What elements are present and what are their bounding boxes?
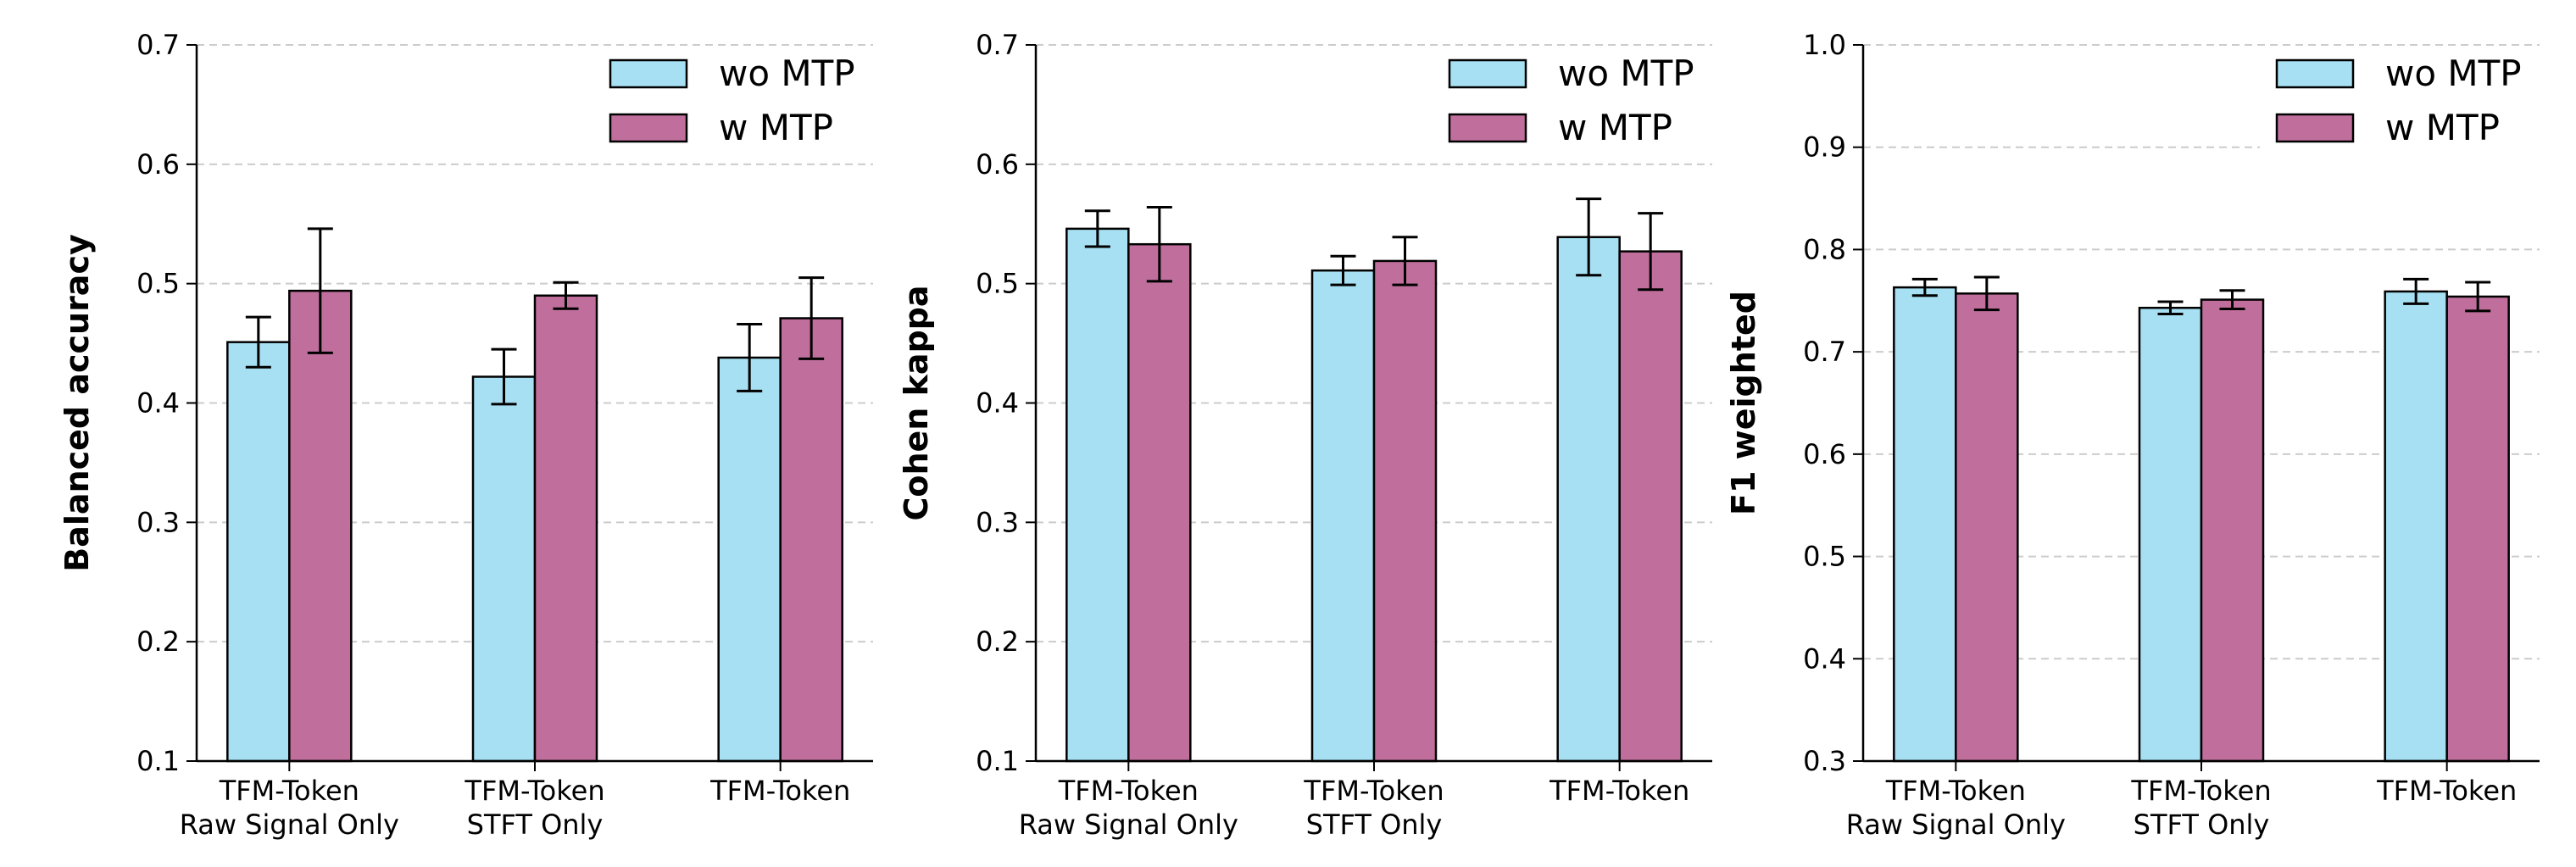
bar — [1618, 250, 1683, 763]
bar — [1955, 292, 2019, 763]
bar — [226, 341, 291, 763]
legend-swatch — [609, 58, 688, 89]
legend-swatch — [2275, 113, 2355, 143]
chart-panel-3: 0.3 0.4 0.5 0.6 0.7 0.8 0.9 1.0 F1 weighted TFM-T… — [1725, 29, 2540, 841]
legend-label: w MTP — [1558, 107, 1672, 148]
y-tick-label: 0.9 — [1803, 131, 1846, 164]
x-tick-label: Raw Signal Only — [1846, 809, 2066, 841]
bar — [2138, 306, 2203, 763]
x-tick-label: TFM-Token — [2376, 775, 2517, 807]
x-tick-label: TFM-Token — [1885, 775, 2026, 807]
x-tick-label: TFM-Token — [1549, 775, 1689, 807]
legend: wo MTP w MTP — [1433, 49, 1712, 159]
legend-swatch — [2275, 58, 2355, 89]
y-tick-label: 0.1 — [136, 745, 180, 777]
x-tick-label: TFM-Token — [219, 775, 359, 807]
y-tick-label: 0.5 — [1803, 541, 1846, 573]
bar — [2384, 290, 2448, 763]
bar — [779, 317, 843, 763]
bar — [1556, 236, 1621, 763]
legend-swatch — [1448, 58, 1527, 89]
bar — [471, 375, 537, 763]
y-tick-label: 0.4 — [1803, 642, 1846, 675]
bar — [1065, 227, 1130, 763]
x-tick-label: STFT Only — [467, 809, 604, 841]
x-tick-label: Raw Signal Only — [1019, 809, 1238, 841]
y-tick-label: 0.3 — [976, 506, 1019, 538]
legend: wo MTP w MTP — [593, 49, 873, 159]
y-tick-label: 0.6 — [976, 148, 1019, 181]
x-tick-label: STFT Only — [1306, 809, 1443, 841]
x-tick-label: Raw Signal Only — [180, 809, 399, 841]
y-tick-label: 0.2 — [976, 625, 1019, 658]
y-tick-label: 1.0 — [1803, 29, 1846, 61]
y-tick-label: 0.6 — [136, 148, 180, 181]
y-tick-label: 0.2 — [136, 625, 180, 658]
legend-label: wo MTP — [1558, 53, 1694, 94]
legend-label: w MTP — [2385, 107, 2500, 148]
y-tick-label: 0.7 — [976, 29, 1019, 61]
y-tick-label: 0.4 — [976, 387, 1019, 420]
y-tick-label: 0.1 — [976, 745, 1019, 777]
bar — [717, 356, 782, 763]
y-axis-title: F1 weighted — [1725, 291, 1762, 515]
x-tick-label: TFM-Token — [464, 775, 604, 807]
y-tick-label: 0.3 — [136, 506, 180, 538]
bar — [1310, 269, 1376, 763]
legend-swatch — [1448, 113, 1527, 143]
y-tick-label: 0.7 — [1803, 336, 1846, 368]
y-tick-label: 0.6 — [1803, 438, 1846, 470]
y-tick-label: 0.5 — [136, 268, 180, 300]
y-axis-title: Balanced accuracy — [58, 234, 96, 572]
y-tick-label: 0.3 — [1803, 745, 1846, 777]
legend-swatch — [609, 113, 688, 143]
bar — [1127, 242, 1192, 763]
y-tick-label: 0.7 — [136, 29, 180, 61]
legend: wo MTP w MTP — [2260, 49, 2540, 159]
chart-panel-1: 0.1 0.2 0.3 0.4 0.5 0.6 0.7 Balanced accuracy TF… — [58, 29, 873, 841]
bar — [2200, 298, 2265, 763]
x-tick-label: TFM-Token — [2130, 775, 2271, 807]
y-axis-title: Cohen kappa — [898, 285, 935, 520]
y-tick-label: 0.8 — [1803, 233, 1846, 265]
bar — [288, 289, 353, 763]
bar — [1893, 286, 1957, 763]
bar — [2445, 295, 2510, 763]
legend-label: w MTP — [719, 107, 833, 148]
y-tick-label: 0.4 — [136, 387, 180, 420]
x-tick-label: TFM-Token — [1058, 775, 1199, 807]
legend-label: wo MTP — [719, 53, 855, 94]
bar — [1372, 259, 1438, 763]
x-tick-label: TFM-Token — [709, 775, 850, 807]
bar — [533, 294, 598, 763]
x-tick-label: TFM-Token — [1303, 775, 1444, 807]
legend-label: wo MTP — [2385, 53, 2522, 94]
x-tick-label: STFT Only — [2134, 809, 2270, 841]
y-tick-label: 0.5 — [976, 268, 1019, 300]
chart-panel-2: 0.1 0.2 0.3 0.4 0.5 0.6 0.7 Cohen kappa TFM-Toke… — [898, 29, 1712, 841]
